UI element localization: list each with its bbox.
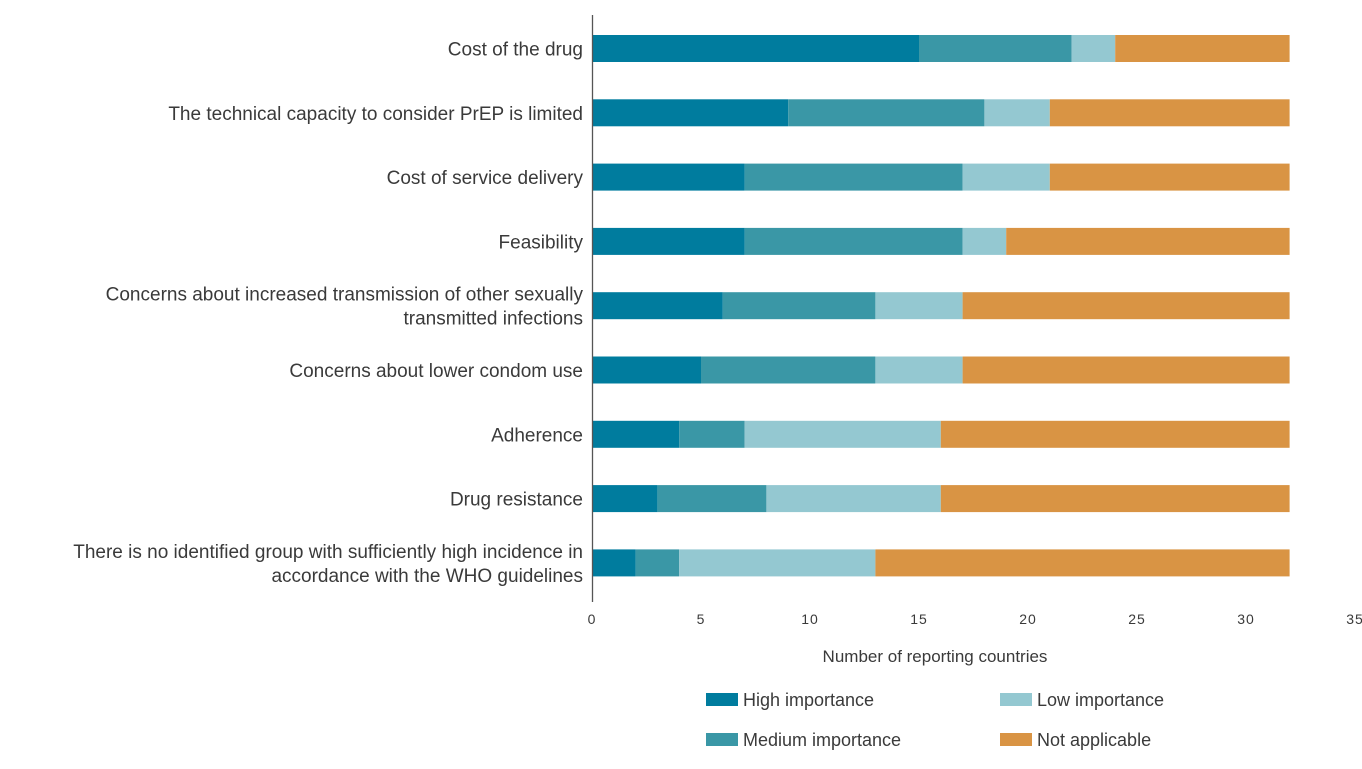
- x-tick-label-15: 15: [910, 611, 928, 627]
- bar-segment-high-importance-2: [592, 163, 745, 191]
- bar-segment-high-importance-8: [592, 549, 636, 577]
- category-label-4: Concerns about increased transmission of…: [106, 285, 584, 330]
- legend-swatch-high-importance: [706, 693, 738, 706]
- bar-segment-medium-importance-4: [722, 292, 876, 320]
- category-labels: Cost of the drug The technical capacity t…: [73, 40, 583, 587]
- legend-swatch-not-applicable: [1000, 733, 1032, 746]
- bar-segment-low-importance-7: [766, 485, 941, 513]
- bar-segment-high-importance-0: [592, 35, 919, 62]
- x-tick-label-35: 35: [1346, 611, 1362, 627]
- bar-segment-medium-importance-6: [679, 420, 745, 448]
- bars-layer: [592, 35, 1290, 577]
- bar-segment-high-importance-7: [592, 485, 658, 513]
- bar-segment-low-importance-3: [962, 227, 1007, 255]
- category-label-0: Cost of the drug: [448, 40, 583, 61]
- bar-segment-high-importance-1: [592, 99, 789, 127]
- bar-segment-medium-importance-0: [919, 35, 1072, 62]
- x-tick-label-20: 20: [1019, 611, 1037, 627]
- bar-segment-low-importance-4: [875, 292, 963, 320]
- bar-segment-low-importance-5: [875, 356, 963, 384]
- category-label-2: Cost of service delivery: [387, 168, 584, 189]
- category-label-7: Drug resistance: [450, 490, 583, 511]
- bar-segment-medium-importance-2: [744, 163, 963, 191]
- bar-segment-medium-importance-7: [657, 485, 767, 513]
- category-label-5: Concerns about lower condom use: [289, 361, 583, 382]
- category-label-3: Feasibility: [499, 232, 584, 253]
- bar-segment-not-applicable-7: [940, 485, 1290, 513]
- x-axis-ticks: 0 5 10 15 20 25 30 35: [588, 611, 1362, 627]
- legend-label-medium-importance: Medium importance: [743, 730, 901, 750]
- bar-segment-medium-importance-5: [701, 356, 876, 384]
- bar-segment-low-importance-2: [962, 163, 1050, 191]
- bar-segment-low-importance-8: [679, 549, 876, 577]
- bar-segment-low-importance-1: [984, 99, 1050, 127]
- category-label-6: Adherence: [491, 425, 583, 446]
- bar-segment-high-importance-6: [592, 420, 680, 448]
- x-tick-label-5: 5: [697, 611, 706, 627]
- bar-segment-not-applicable-0: [1115, 35, 1290, 62]
- legend: High importance Medium importance Low impo…: [706, 690, 1164, 750]
- bar-segment-high-importance-4: [592, 292, 723, 320]
- bar-segment-medium-importance-3: [744, 227, 963, 255]
- category-label-1: The technical capacity to consider PrEP …: [168, 104, 583, 125]
- bar-segment-low-importance-0: [1071, 35, 1116, 62]
- legend-label-not-applicable: Not applicable: [1037, 730, 1151, 750]
- bar-segment-not-applicable-6: [940, 420, 1290, 448]
- bar-segment-high-importance-3: [592, 227, 745, 255]
- x-tick-label-25: 25: [1128, 611, 1146, 627]
- bar-segment-not-applicable-4: [962, 292, 1290, 320]
- x-axis-title: Number of reporting countries: [823, 647, 1048, 666]
- bar-segment-not-applicable-3: [1006, 227, 1290, 255]
- legend-label-low-importance: Low importance: [1037, 690, 1164, 710]
- legend-swatch-medium-importance: [706, 733, 738, 746]
- legend-label-high-importance: High importance: [743, 690, 874, 710]
- category-label-8: There is no identified group with suffic…: [73, 542, 583, 587]
- x-tick-label-30: 30: [1237, 611, 1255, 627]
- bar-segment-high-importance-5: [592, 356, 701, 384]
- bar-segment-not-applicable-1: [1049, 99, 1290, 127]
- x-tick-label-10: 10: [801, 611, 819, 627]
- bar-segment-not-applicable-2: [1049, 163, 1290, 191]
- bar-segment-medium-importance-8: [635, 549, 680, 577]
- x-tick-label-0: 0: [588, 611, 597, 627]
- legend-swatch-low-importance: [1000, 693, 1032, 706]
- bar-segment-low-importance-6: [744, 420, 941, 448]
- bar-segment-medium-importance-1: [788, 99, 985, 127]
- bar-segment-not-applicable-8: [875, 549, 1290, 577]
- bar-segment-not-applicable-5: [962, 356, 1290, 384]
